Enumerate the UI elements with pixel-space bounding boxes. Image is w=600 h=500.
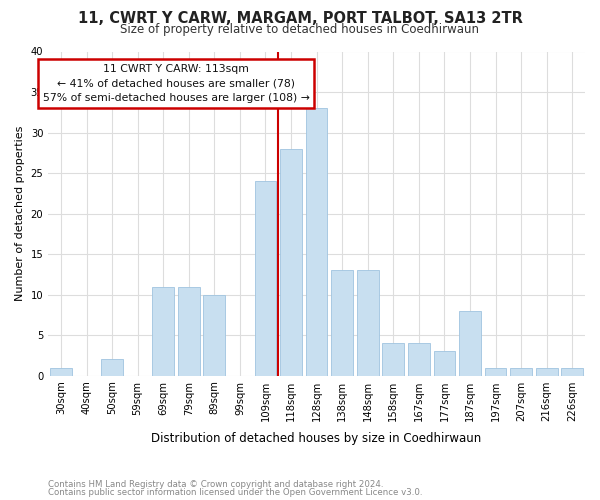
Bar	[459, 311, 481, 376]
Bar	[485, 368, 506, 376]
Bar	[101, 360, 123, 376]
Bar	[331, 270, 353, 376]
Bar	[280, 148, 302, 376]
Bar	[510, 368, 532, 376]
Text: Contains public sector information licensed under the Open Government Licence v3: Contains public sector information licen…	[48, 488, 422, 497]
Text: Size of property relative to detached houses in Coedhirwaun: Size of property relative to detached ho…	[121, 22, 479, 36]
Bar	[562, 368, 583, 376]
Text: 11 CWRT Y CARW: 113sqm
← 41% of detached houses are smaller (78)
57% of semi-det: 11 CWRT Y CARW: 113sqm ← 41% of detached…	[43, 64, 310, 104]
Bar	[408, 343, 430, 376]
Bar	[306, 108, 328, 376]
Y-axis label: Number of detached properties: Number of detached properties	[15, 126, 25, 302]
Bar	[536, 368, 557, 376]
Bar	[178, 286, 200, 376]
Bar	[357, 270, 379, 376]
Text: 11, CWRT Y CARW, MARGAM, PORT TALBOT, SA13 2TR: 11, CWRT Y CARW, MARGAM, PORT TALBOT, SA…	[77, 11, 523, 26]
Bar	[254, 181, 277, 376]
Bar	[382, 343, 404, 376]
Bar	[152, 286, 174, 376]
Bar	[434, 352, 455, 376]
Bar	[203, 294, 225, 376]
X-axis label: Distribution of detached houses by size in Coedhirwaun: Distribution of detached houses by size …	[151, 432, 482, 445]
Text: Contains HM Land Registry data © Crown copyright and database right 2024.: Contains HM Land Registry data © Crown c…	[48, 480, 383, 489]
Bar	[50, 368, 72, 376]
